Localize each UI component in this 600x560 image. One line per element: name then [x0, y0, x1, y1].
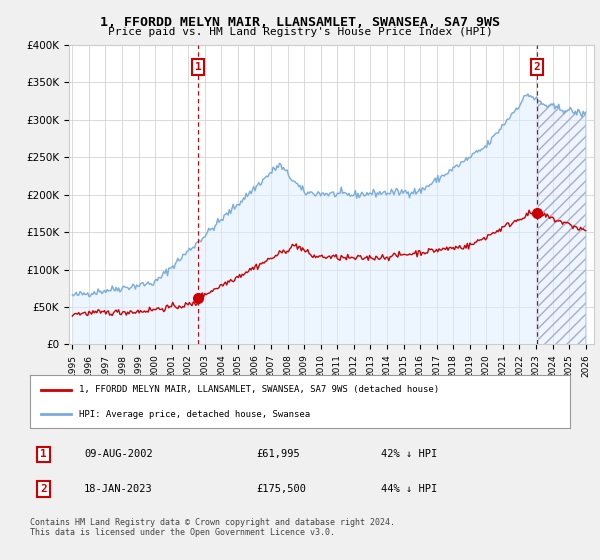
- Text: 42% ↓ HPI: 42% ↓ HPI: [381, 450, 437, 459]
- Text: 1, FFORDD MELYN MAIR, LLANSAMLET, SWANSEA, SA7 9WS (detached house): 1, FFORDD MELYN MAIR, LLANSAMLET, SWANSE…: [79, 385, 439, 394]
- Text: £61,995: £61,995: [257, 450, 301, 459]
- Text: 2: 2: [40, 484, 47, 494]
- Text: 09-AUG-2002: 09-AUG-2002: [84, 450, 153, 459]
- Text: Price paid vs. HM Land Registry's House Price Index (HPI): Price paid vs. HM Land Registry's House …: [107, 27, 493, 37]
- Text: £175,500: £175,500: [257, 484, 307, 494]
- Text: 1: 1: [195, 62, 202, 72]
- Text: 18-JAN-2023: 18-JAN-2023: [84, 484, 153, 494]
- Text: 1, FFORDD MELYN MAIR, LLANSAMLET, SWANSEA, SA7 9WS: 1, FFORDD MELYN MAIR, LLANSAMLET, SWANSE…: [100, 16, 500, 29]
- Text: Contains HM Land Registry data © Crown copyright and database right 2024.
This d: Contains HM Land Registry data © Crown c…: [30, 518, 395, 538]
- Text: 44% ↓ HPI: 44% ↓ HPI: [381, 484, 437, 494]
- Text: HPI: Average price, detached house, Swansea: HPI: Average price, detached house, Swan…: [79, 409, 310, 418]
- Text: 1: 1: [40, 450, 47, 459]
- Text: 2: 2: [533, 62, 540, 72]
